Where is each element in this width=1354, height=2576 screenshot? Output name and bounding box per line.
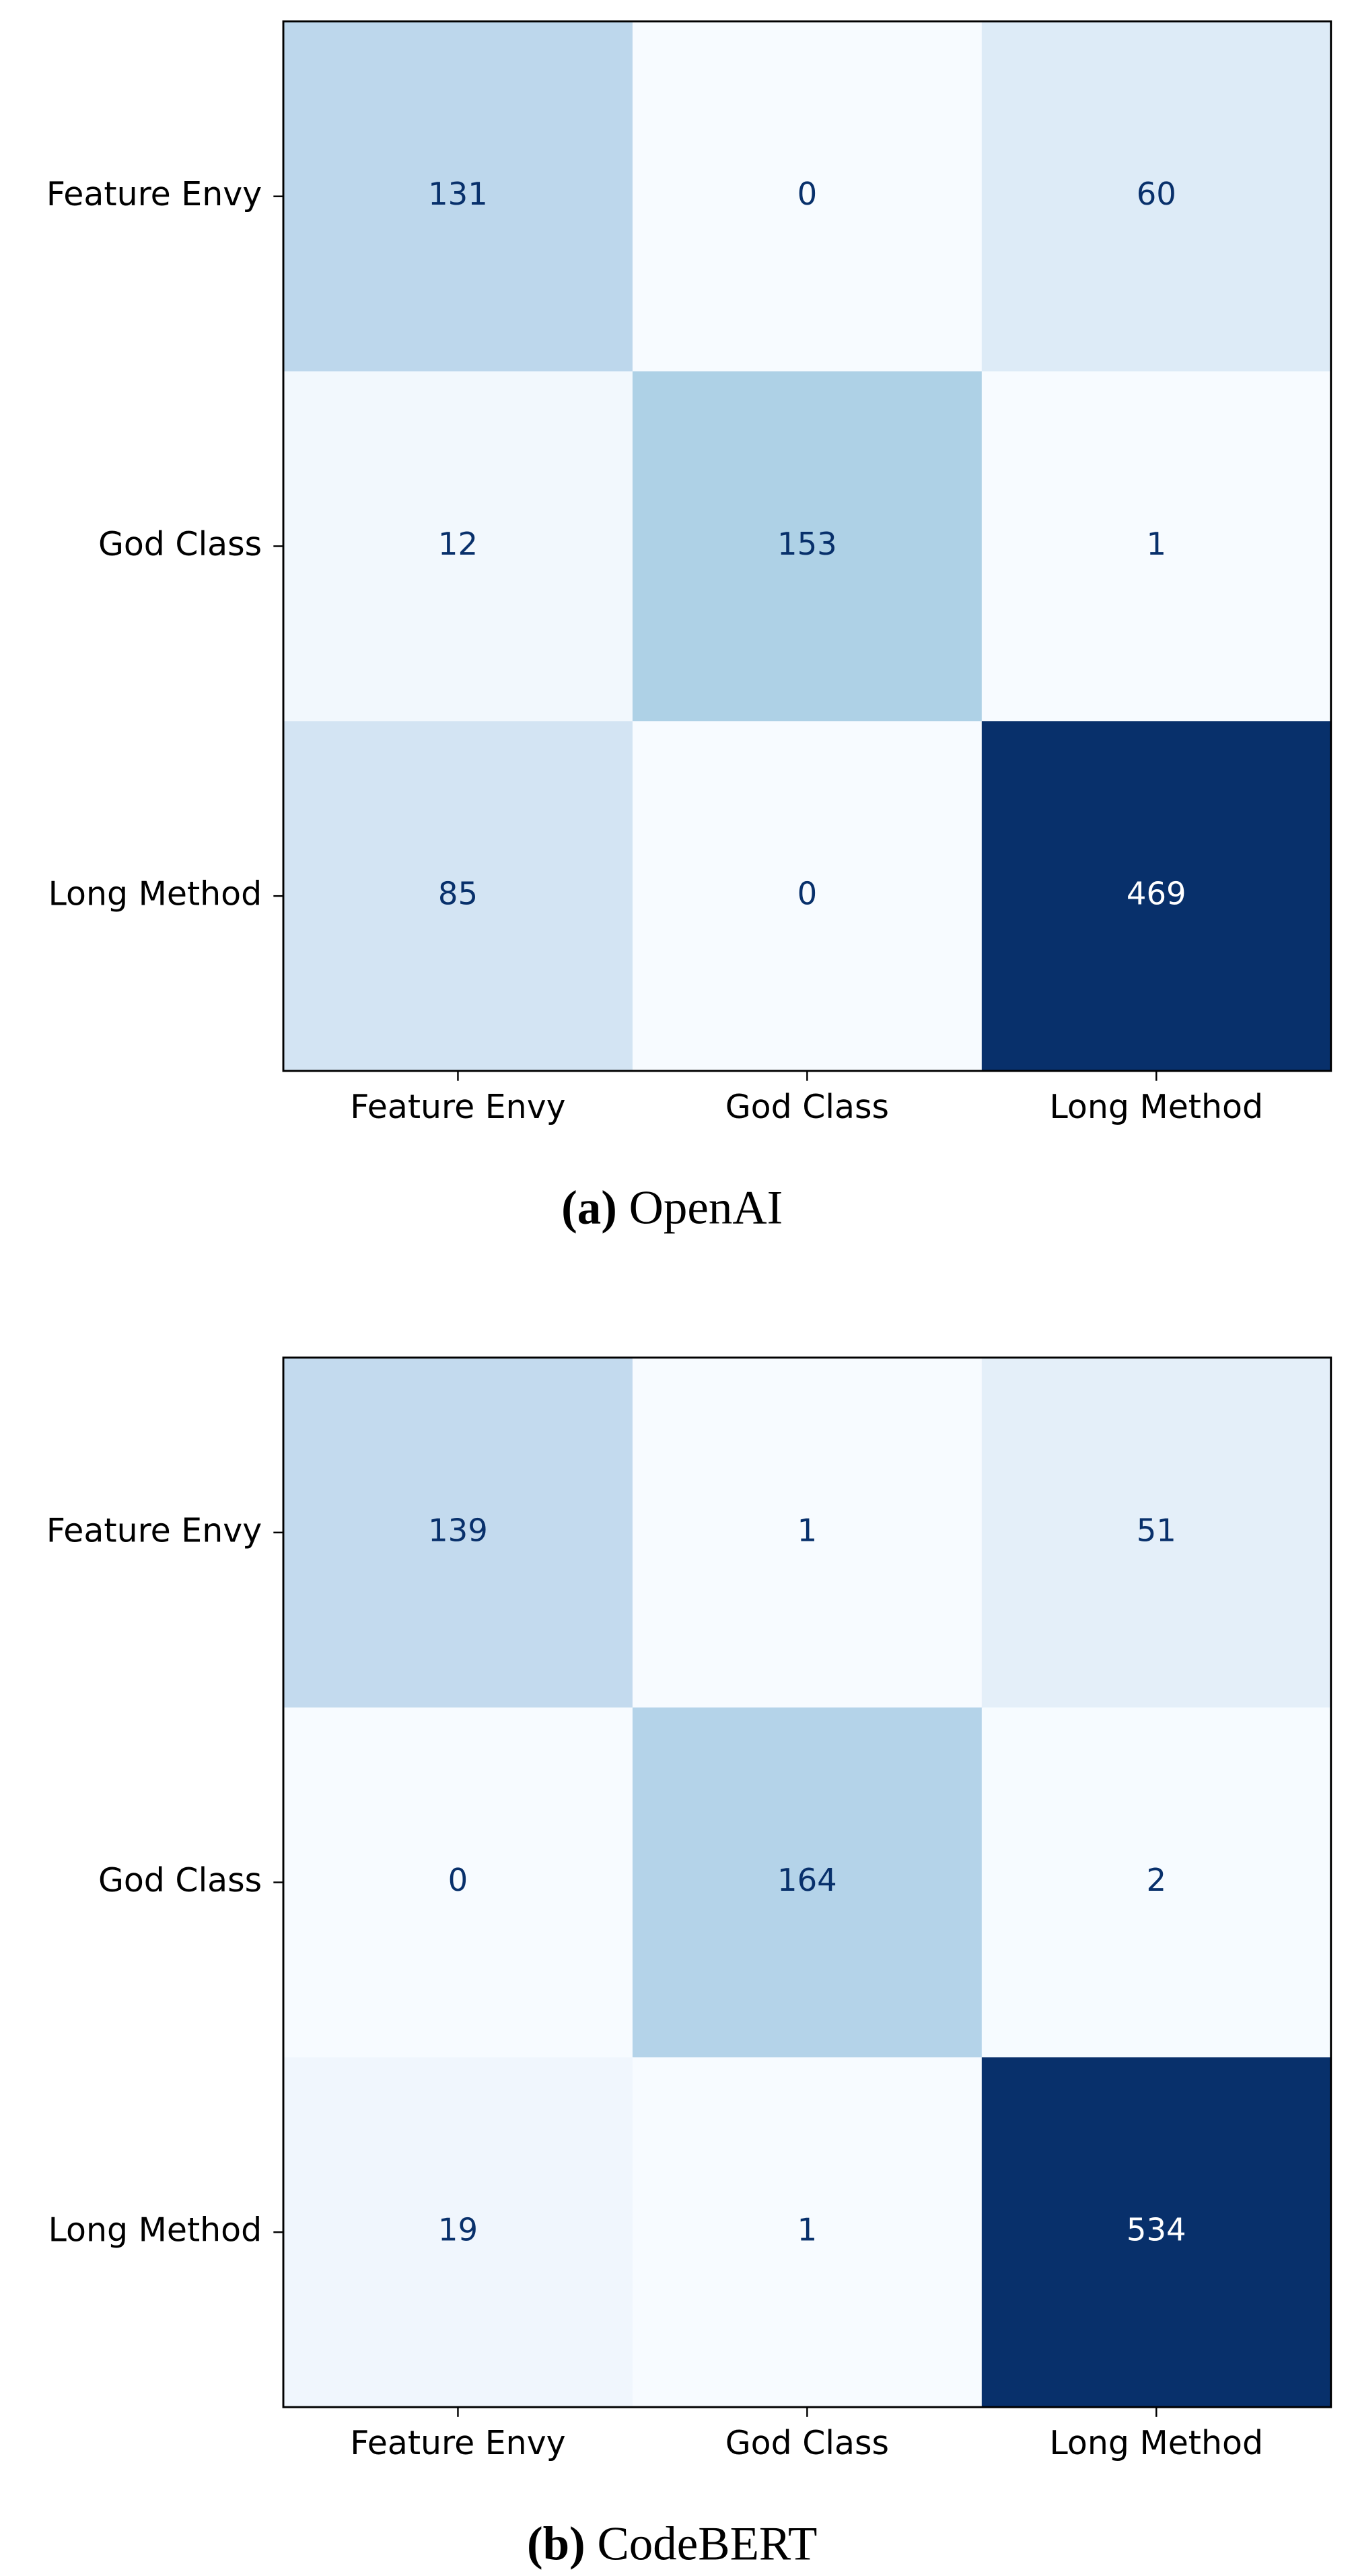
x-tick-label: God Class [725, 1088, 889, 1126]
heatmap-cell [981, 1357, 1332, 1708]
cell-label: 2 [1146, 1862, 1166, 1898]
y-tick-label: God Class [98, 525, 262, 563]
heatmap-cell [981, 1707, 1332, 2058]
heatmap-cell [632, 1357, 983, 1708]
x-tick-label: Long Method [1050, 2424, 1264, 2462]
x-tick-label: Long Method [1050, 1088, 1264, 1126]
y-tick-label: Feature Envy [46, 1511, 262, 1550]
cell-label: 534 [1127, 2212, 1186, 2248]
heatmap-cell [632, 21, 983, 372]
heatmap-cell [981, 371, 1332, 722]
caption: (b) CodeBERT [527, 2518, 817, 2571]
cell-label: 19 [438, 2212, 478, 2248]
cell-label: 1 [1146, 526, 1166, 562]
cell-label: 12 [438, 526, 478, 562]
cell-label: 1 [797, 2212, 818, 2248]
caption-text: CodeBERT [597, 2518, 817, 2571]
cell-label: 60 [1137, 176, 1176, 212]
heatmap-cell [283, 2057, 634, 2408]
cell-label: 1 [797, 1512, 818, 1548]
cell-label: 85 [438, 876, 478, 912]
caption-label: (a) [561, 1182, 617, 1234]
heatmap-cell [981, 721, 1332, 1072]
caption-text: OpenAI [629, 1182, 783, 1234]
heatmap-cell [632, 371, 983, 722]
cell-label: 139 [428, 1512, 488, 1548]
heatmap-cell [283, 371, 634, 722]
y-tick-label: Feature Envy [46, 175, 262, 213]
heatmap-cell [283, 1357, 634, 1708]
cell-label: 153 [777, 526, 837, 562]
cell-label: 51 [1137, 1512, 1176, 1548]
heatmap-cell [632, 721, 983, 1072]
cell-label: 0 [797, 176, 818, 212]
caption-label: (b) [527, 2518, 585, 2571]
x-tick-label: God Class [725, 2424, 889, 2462]
cell-label: 0 [448, 1862, 468, 1898]
heatmap-cell [283, 1707, 634, 2058]
cell-label: 469 [1127, 876, 1186, 912]
y-tick-label: Long Method [48, 2211, 262, 2250]
x-tick-label: Feature Envy [350, 1088, 565, 1126]
caption: (a) OpenAI [561, 1182, 783, 1234]
y-tick-label: God Class [98, 1861, 262, 1900]
cell-label: 131 [428, 176, 488, 212]
heatmap-cell [981, 2057, 1332, 2408]
heatmap-cell [981, 21, 1332, 372]
cell-label: 164 [777, 1862, 837, 1898]
cell-label: 0 [797, 876, 818, 912]
x-tick-label: Feature Envy [350, 2424, 565, 2462]
heatmap-cell [283, 21, 634, 372]
heatmap-cell [283, 721, 634, 1072]
heatmap-cell [632, 1707, 983, 2058]
y-tick-label: Long Method [48, 875, 262, 913]
heatmap-cell [632, 2057, 983, 2408]
